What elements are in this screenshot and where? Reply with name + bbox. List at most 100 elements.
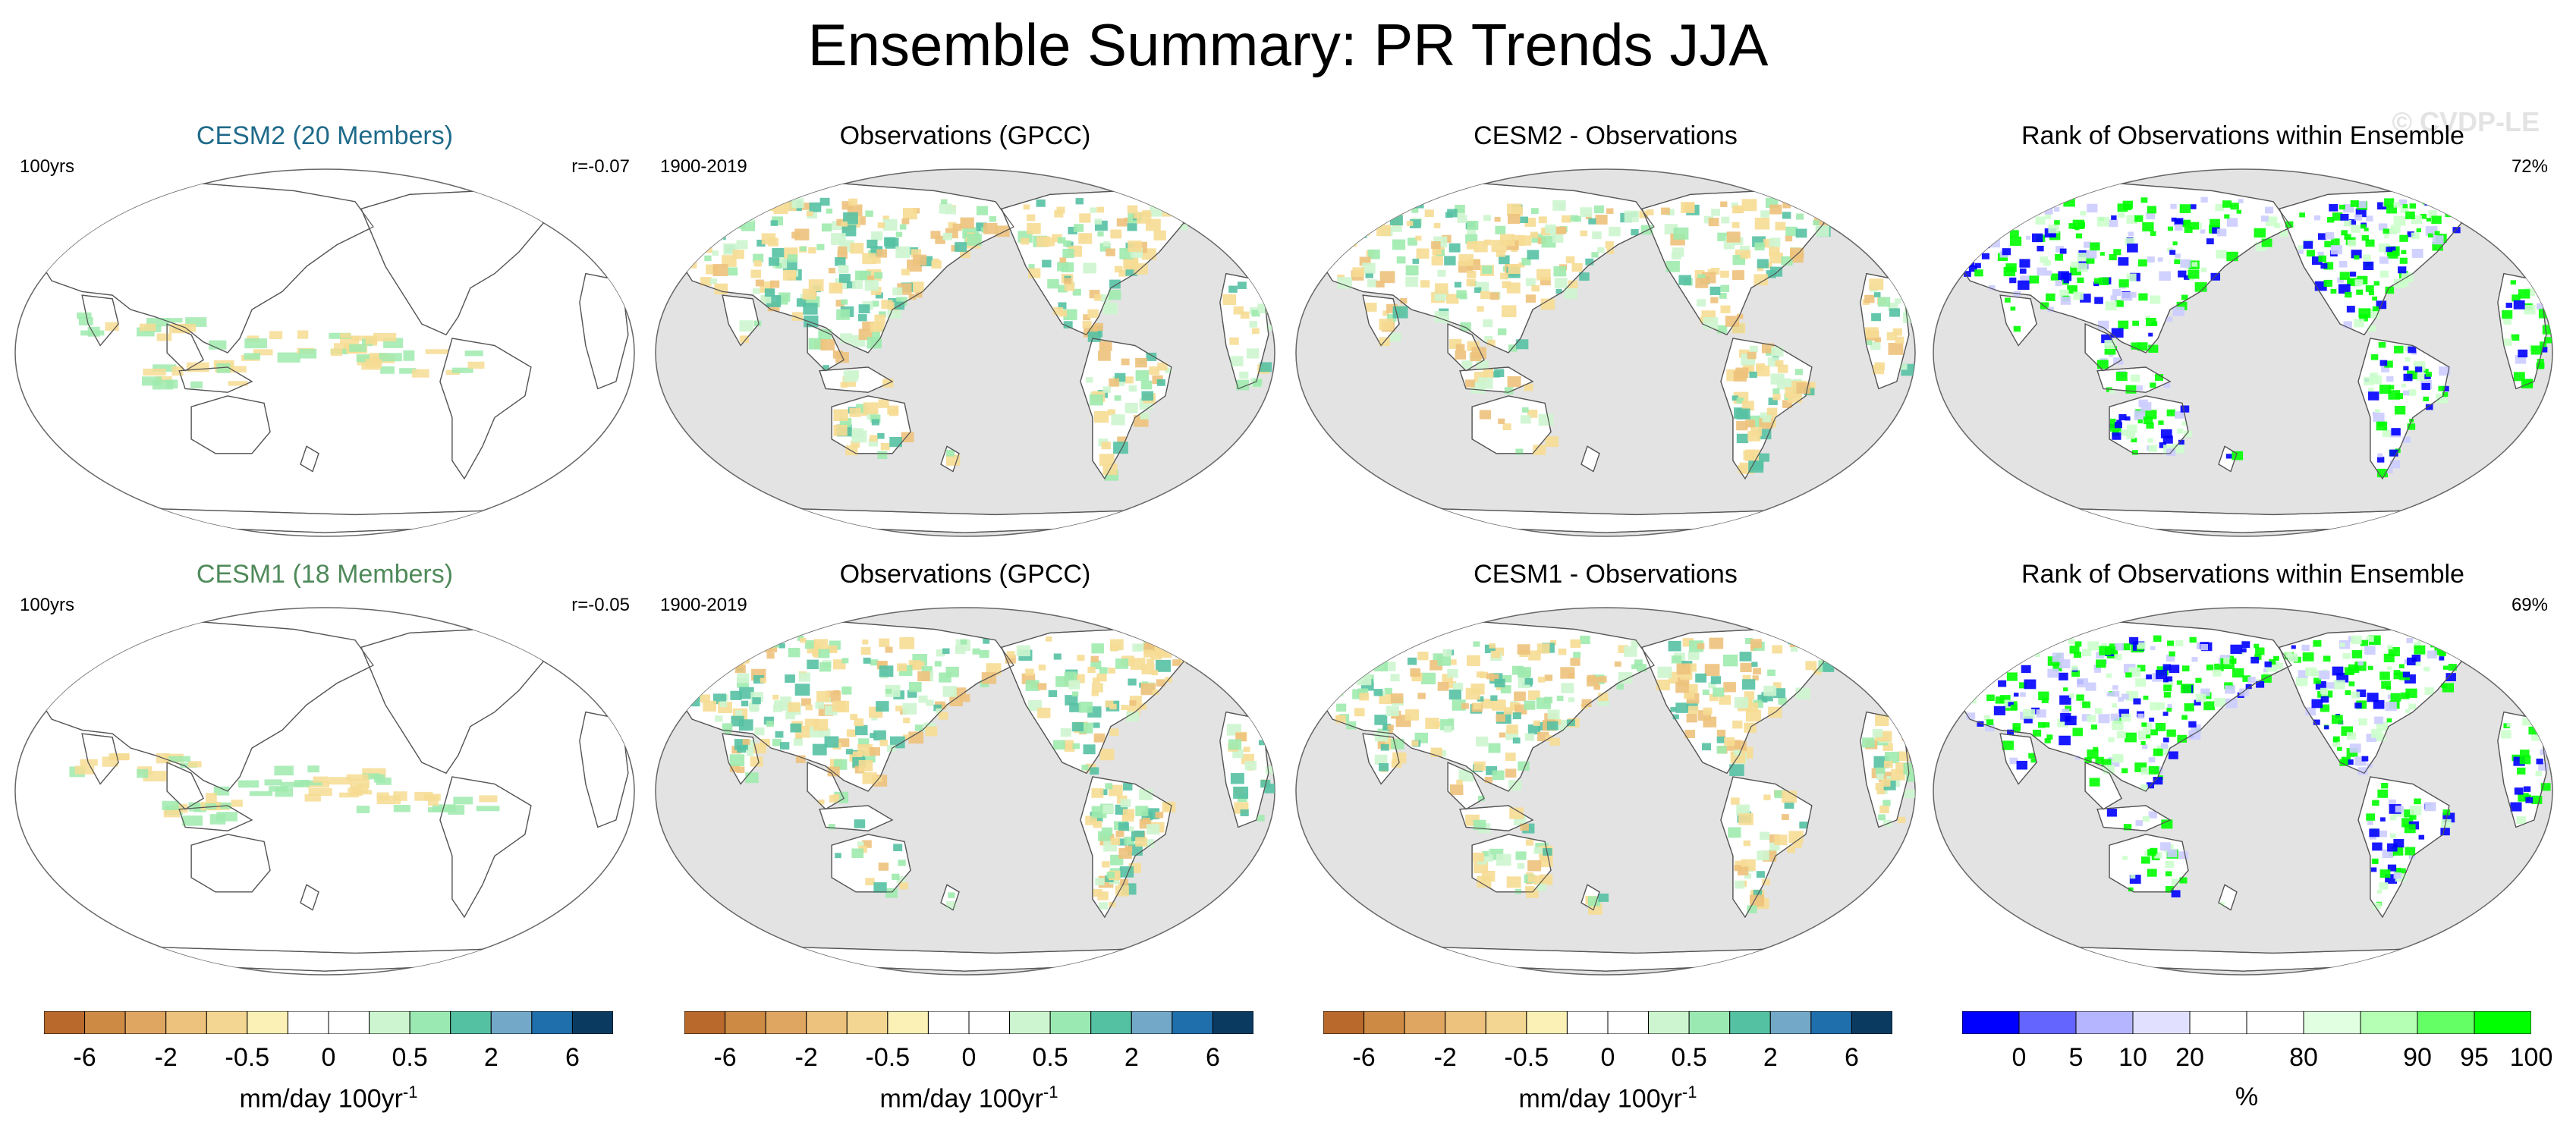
trend-cell	[2137, 665, 2146, 672]
trend-cell	[1568, 280, 1578, 289]
trend-cell	[1483, 854, 1493, 862]
trend-cell	[2046, 293, 2055, 301]
trend-cell	[736, 199, 747, 207]
trend-cell	[2109, 418, 2116, 423]
trend-cell	[1115, 658, 1129, 669]
trend-cell	[2332, 212, 2343, 221]
trend-cell	[1409, 219, 1421, 228]
trend-cell	[739, 687, 754, 699]
trend-cell	[2409, 203, 2417, 209]
trend-cell	[1064, 278, 1072, 284]
asia-europe-outline-stroke	[1951, 183, 2292, 354]
trend-cell	[2350, 200, 2359, 207]
trend-cell	[821, 223, 832, 232]
trend-cell	[2043, 259, 2051, 266]
trend-cell	[2382, 849, 2393, 859]
trend-cell	[2354, 279, 2364, 286]
trend-cell	[742, 739, 750, 745]
south-america-outline-stroke	[2357, 776, 2450, 919]
trend-cell	[1058, 284, 1068, 293]
trend-cell	[1141, 664, 1155, 674]
trend-cell	[1374, 715, 1388, 725]
trend-cell	[1763, 239, 1775, 248]
trend-cell	[2067, 285, 2078, 294]
trend-cell	[1616, 683, 1625, 690]
colorbar-unit: mm/day 100yr-1	[879, 1083, 1058, 1114]
trend-cell	[2076, 694, 2084, 701]
trend-cell	[843, 212, 858, 225]
trend-cell	[1337, 277, 1352, 289]
trend-cell	[877, 222, 885, 228]
colorbar-swatch	[2189, 1010, 2247, 1035]
maritime-continent-outline-stroke	[1459, 366, 1534, 393]
trend-cell	[1963, 236, 1975, 245]
trend-cell	[1500, 272, 1508, 280]
trend-cell	[1661, 207, 1670, 215]
trend-cell	[2071, 261, 2079, 268]
new-zealand-outline-stroke	[300, 445, 319, 473]
trend-cell	[1999, 695, 2011, 704]
trend-cell	[2386, 718, 2392, 723]
colorbar-tick-label: -6	[73, 1043, 96, 1072]
trend-cell	[411, 369, 429, 378]
trend-cell	[2219, 902, 2225, 907]
india-outline-stroke	[1999, 733, 2037, 785]
trend-cell	[2537, 303, 2545, 310]
trend-cell	[1172, 659, 1181, 666]
trend-cell	[2126, 273, 2137, 282]
trend-cell	[1500, 685, 1511, 694]
trend-cell	[2393, 670, 2401, 676]
trend-cell	[1155, 812, 1164, 819]
map-panel-rank: Rank of Observations within Ensemble 69%	[1932, 560, 2554, 1000]
trend-cell	[1351, 650, 1363, 660]
trend-cell	[365, 335, 378, 344]
trend-cell	[1063, 740, 1074, 749]
trend-cell	[752, 697, 761, 705]
trend-cell	[2002, 248, 2011, 256]
trend-cell	[808, 338, 823, 350]
trend-cell	[2430, 638, 2442, 648]
panel-title: Observations (GPCC)	[839, 560, 1091, 589]
trend-cell	[2351, 649, 2363, 658]
trend-cell	[2522, 717, 2533, 726]
trend-cell	[1587, 677, 1599, 687]
trend-cell	[1738, 812, 1754, 825]
asia-europe-outline-stroke	[33, 183, 374, 354]
trend-cell	[1400, 297, 1408, 304]
colorbar-swatch	[1172, 1010, 1213, 1035]
trend-cell	[2439, 656, 2445, 661]
trend-cell	[704, 255, 712, 262]
trend-cell	[74, 765, 95, 775]
trend-cell	[2086, 250, 2097, 259]
trend-cell	[2222, 200, 2232, 208]
world-map	[14, 607, 635, 976]
colorbar-tick-label: 20	[2175, 1043, 2204, 1072]
trend-cell	[1467, 655, 1480, 666]
trend-cell	[2191, 724, 2201, 733]
trend-cell	[1206, 636, 1219, 646]
trend-cell	[2191, 657, 2198, 662]
trend-cell	[2099, 277, 2109, 285]
trend-cell	[2303, 240, 2313, 249]
trend-cell	[871, 419, 880, 426]
trend-cell	[850, 243, 864, 254]
trend-cell	[1844, 656, 1854, 665]
colorbar-tick-label: 6	[565, 1043, 580, 1072]
trend-cell	[2184, 430, 2192, 438]
trend-cell	[2298, 670, 2308, 678]
trend-cell	[2020, 692, 2026, 697]
trend-cell	[2445, 673, 2456, 681]
trend-cell	[734, 710, 743, 716]
colorbar-swatch	[165, 1010, 207, 1035]
trend-cell	[2379, 360, 2388, 366]
trend-cell	[2142, 815, 2150, 822]
trend-cell	[2423, 666, 2430, 672]
trend-cell	[2269, 658, 2276, 665]
trend-cell	[835, 257, 846, 266]
trend-cell	[2095, 756, 2104, 764]
trend-cell	[1090, 655, 1099, 662]
trend-cell	[741, 700, 749, 707]
trend-cell	[1759, 453, 1769, 462]
trend-cell	[1249, 321, 1258, 328]
trend-cell	[1882, 819, 1892, 827]
